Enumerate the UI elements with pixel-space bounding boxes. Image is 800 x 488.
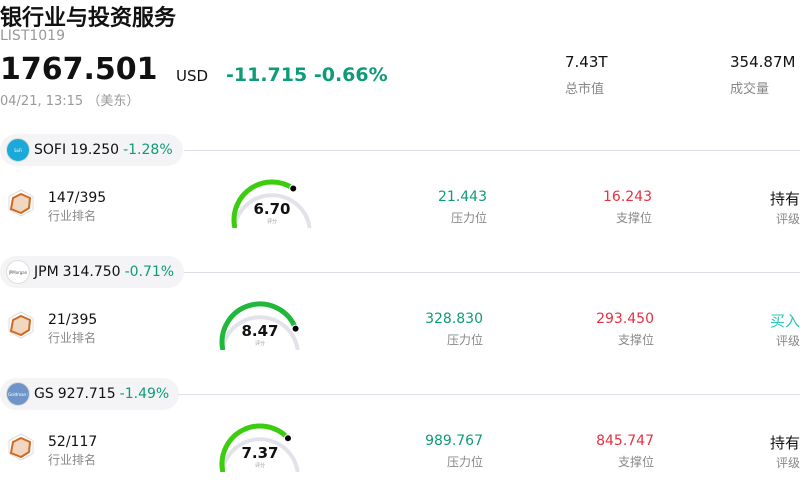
change-value: -11.715 xyxy=(226,64,308,86)
rating-label: 评级 xyxy=(775,212,800,226)
support-label: 支撑位 xyxy=(617,455,654,469)
score-value: 8.47 xyxy=(241,322,279,340)
stock-change: -0.71% xyxy=(124,264,175,280)
currency: USD xyxy=(176,67,209,85)
stock-price: 314.750 xyxy=(62,264,121,280)
resistance-label: 压力位 xyxy=(450,211,487,225)
ticker: GS xyxy=(34,386,54,402)
list-code: LIST1019 xyxy=(0,28,65,44)
score-gauge xyxy=(219,423,300,472)
radar-chart-icon xyxy=(8,189,34,217)
gauge-track xyxy=(220,315,300,350)
divider xyxy=(184,150,800,151)
rating-value: 买入 xyxy=(769,312,800,330)
stock-chip-sofi[interactable]: SoFi SOFI 19.250 -1.28% xyxy=(0,134,183,166)
volume-value: 354.87M xyxy=(730,53,796,71)
logo-text: JPMorgan xyxy=(8,269,28,275)
logo-text: SoFi xyxy=(13,147,23,153)
industry-rank-label: 行业排名 xyxy=(48,209,97,223)
radar-chart-icon xyxy=(8,433,34,461)
stock-change: -1.28% xyxy=(123,142,173,158)
rating-value: 持有 xyxy=(769,190,800,208)
ticker: SOFI xyxy=(34,142,67,158)
score-label: 评分 xyxy=(254,341,265,347)
divider xyxy=(184,272,800,273)
company-logo-icon: Goldman Sachs xyxy=(6,382,30,406)
resistance-value: 989.767 xyxy=(425,433,483,449)
score-label: 评分 xyxy=(254,463,265,469)
gauge-fill xyxy=(219,423,291,472)
company-logo-icon: SoFi xyxy=(6,138,30,162)
score-label: 评分 xyxy=(266,219,277,225)
industry-rank-label: 行业排名 xyxy=(48,453,97,467)
volume-label: 成交量 xyxy=(730,82,770,97)
gauge-track xyxy=(232,193,312,228)
resistance-label: 压力位 xyxy=(446,333,483,347)
stock-price: 927.715 xyxy=(57,386,116,402)
change-percent: -0.66% xyxy=(313,64,388,86)
support-value: 16.243 xyxy=(603,189,652,205)
index-price: 1767.501 xyxy=(0,52,158,87)
industry-rank: 147/395 xyxy=(48,190,107,206)
support-value: 293.450 xyxy=(596,311,654,327)
support-label: 支撑位 xyxy=(617,333,654,347)
score-gauge xyxy=(231,179,312,228)
gauge-marker xyxy=(283,434,292,443)
score-gauge xyxy=(219,301,300,350)
rating-value: 持有 xyxy=(769,434,800,452)
market-cap-label: 总市值 xyxy=(565,82,605,97)
resistance-value: 328.830 xyxy=(425,311,483,327)
logo-text: Goldman Sachs xyxy=(8,391,28,397)
stock-chip-jpm[interactable]: JPMorgan JPM 314.750 -0.71% xyxy=(0,256,185,288)
rating-label: 评级 xyxy=(775,456,800,470)
score-value: 7.37 xyxy=(241,444,279,462)
industry-rank: 21/395 xyxy=(48,312,98,328)
ticker: JPM xyxy=(34,264,59,280)
gauge-marker xyxy=(291,324,300,333)
stock-chip-gs[interactable]: Goldman Sachs GS 927.715 -1.49% xyxy=(0,378,180,410)
rating-label: 评级 xyxy=(775,334,800,348)
gauge-track xyxy=(220,437,300,472)
price-change: -11.715 -0.66% xyxy=(226,64,388,86)
gauge-fill xyxy=(231,179,296,228)
support-value: 845.747 xyxy=(596,433,654,449)
industry-rank: 52/117 xyxy=(48,434,98,450)
industry-rank-label: 行业排名 xyxy=(48,331,97,345)
score-value: 6.70 xyxy=(253,200,291,218)
divider xyxy=(178,394,800,395)
gauge-marker xyxy=(289,184,298,193)
market-cap-value: 7.43T xyxy=(565,53,608,71)
stock-change: -1.49% xyxy=(119,386,170,402)
support-label: 支撑位 xyxy=(615,211,652,225)
timestamp: 04/21, 13:15 （美东） xyxy=(0,94,140,109)
radar-chart-icon xyxy=(8,311,34,339)
resistance-value: 21.443 xyxy=(438,189,487,205)
page-title: 银行业与投资服务 xyxy=(0,6,177,31)
resistance-label: 压力位 xyxy=(446,455,483,469)
company-logo-icon: JPMorgan xyxy=(6,260,30,284)
gauge-fill xyxy=(219,301,299,350)
stock-price: 19.250 xyxy=(70,142,120,158)
